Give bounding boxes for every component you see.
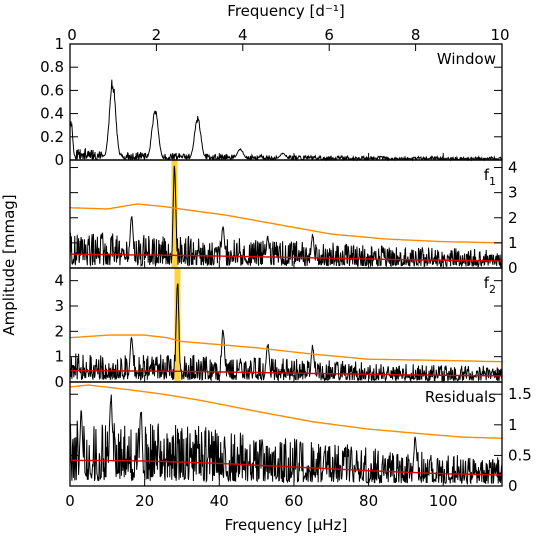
top-xtick-label: 0 bbox=[67, 26, 77, 44]
window-ytick-label: 0.4 bbox=[40, 105, 64, 123]
window-ytick-label: 1 bbox=[54, 35, 64, 53]
f2-noise-line bbox=[70, 369, 502, 377]
residuals-ytick-label: 0 bbox=[508, 477, 518, 495]
f2-ytick-label: 0 bbox=[54, 373, 64, 391]
f2-ytick-label: 3 bbox=[54, 297, 64, 315]
y-axis-title: Amplitude [mmag] bbox=[0, 194, 18, 335]
bottom-xtick-label: 80 bbox=[359, 492, 378, 510]
f1-highlight-band bbox=[171, 160, 178, 268]
f1-significance-line bbox=[70, 203, 502, 244]
f1-ytick-label: 0 bbox=[508, 259, 518, 277]
window-ytick-label: 0 bbox=[54, 151, 64, 169]
f2-panel-label: f2 bbox=[484, 274, 496, 296]
bottom-xtick-label: 40 bbox=[210, 492, 229, 510]
top-xtick-label: 8 bbox=[411, 26, 421, 44]
top-axis-title: Frequency [d⁻¹] bbox=[227, 2, 344, 20]
top-xtick-label: 6 bbox=[324, 26, 334, 44]
f1-ytick-label: 3 bbox=[508, 184, 518, 202]
residuals-noise-line bbox=[70, 459, 502, 476]
residuals-spectrum-line bbox=[70, 394, 502, 486]
top-xtick-label: 10 bbox=[490, 26, 509, 44]
f2-highlight-band bbox=[174, 268, 181, 382]
window-ytick-label: 0.2 bbox=[40, 128, 64, 146]
f2-ytick-label: 4 bbox=[54, 272, 64, 290]
f1-ytick-label: 1 bbox=[508, 234, 518, 252]
bottom-xtick-label: 0 bbox=[65, 492, 75, 510]
f1-ytick-label: 2 bbox=[508, 209, 518, 227]
top-xtick-label: 2 bbox=[152, 26, 162, 44]
top-xtick-label: 4 bbox=[238, 26, 248, 44]
f1-panel-label: f1 bbox=[484, 166, 496, 188]
f1-noise-line bbox=[70, 253, 502, 262]
f1-spectrum-line bbox=[70, 165, 502, 269]
bottom-xtick-label: 100 bbox=[429, 492, 458, 510]
f2-ytick-label: 2 bbox=[54, 322, 64, 340]
window-ytick-label: 0.8 bbox=[40, 58, 64, 76]
window-spectrum-line bbox=[70, 79, 502, 162]
residuals-significance-line bbox=[70, 384, 502, 439]
window-panel-label: Window bbox=[437, 50, 496, 68]
f2-spectrum-line bbox=[70, 283, 502, 383]
f2-significance-line bbox=[70, 334, 502, 363]
bottom-xtick-label: 20 bbox=[135, 492, 154, 510]
f2-ytick-label: 1 bbox=[54, 348, 64, 366]
f1-ytick-label: 4 bbox=[508, 159, 518, 177]
residuals-ytick-label: 0.5 bbox=[508, 446, 532, 464]
residuals-panel-label: Residuals bbox=[425, 388, 496, 406]
window-ytick-label: 0.6 bbox=[40, 81, 64, 99]
bottom-xtick-label: 60 bbox=[284, 492, 303, 510]
residuals-ytick-label: 1 bbox=[508, 416, 518, 434]
residuals-panel-frame bbox=[69, 381, 503, 487]
bottom-axis-title: Frequency [μHz] bbox=[225, 516, 348, 534]
residuals-ytick-label: 1.5 bbox=[508, 385, 532, 403]
